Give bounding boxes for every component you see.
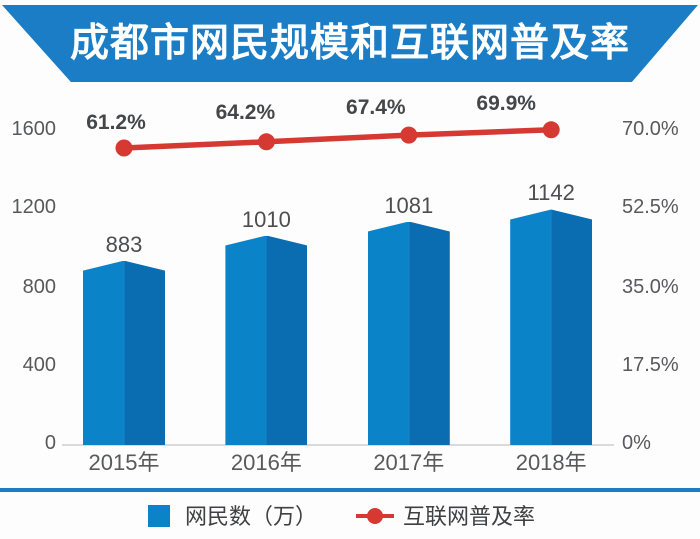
- y-axis-tick-left: 1600: [11, 118, 57, 140]
- page-title: 成都市网民规模和互联网普及率: [69, 22, 630, 65]
- bar-value-label: 1081: [384, 192, 434, 218]
- bar-netizen-count: [83, 260, 165, 445]
- penetration-rate-line: [123, 127, 552, 151]
- line-value-label: 64.2%: [215, 101, 276, 124]
- title-banner: 成都市网民规模和互联网普及率: [2, 5, 698, 82]
- bar-value-label: 1010: [241, 206, 291, 232]
- y-axis-tick-left: 400: [22, 354, 56, 376]
- line-data-point: [257, 133, 275, 151]
- x-axis-label: 2015年: [88, 450, 160, 475]
- x-axis-label: 2016年: [230, 450, 302, 475]
- x-axis-label: 2017年: [373, 450, 445, 475]
- x-axis-label: 2018年: [515, 450, 587, 475]
- y-axis-tick-right: 70.0%: [622, 118, 679, 140]
- y-axis-tick-left: 1200: [11, 196, 57, 218]
- line-value-label: 67.4%: [346, 96, 406, 119]
- y-axis-tick-right: 52.5%: [622, 196, 679, 218]
- footer-divider: [0, 488, 700, 492]
- line-value-label: 69.9%: [476, 92, 536, 115]
- y-axis-tick-left: 800: [22, 276, 56, 298]
- y-axis-tick-right: 17.5%: [622, 354, 679, 376]
- bar-netizen-count: [510, 209, 593, 445]
- line-data-point: [400, 126, 418, 144]
- line-legend-glyph: [356, 508, 394, 524]
- bar-legend-label: 网民数（万）: [185, 504, 318, 529]
- bar-value-label: 1142: [527, 180, 575, 206]
- line-legend-label: 互联网普及率: [403, 504, 536, 529]
- line-data-point: [542, 121, 560, 139]
- x-axis-baseline: [62, 444, 614, 446]
- bar-value-label: 883: [105, 231, 143, 257]
- line-data-point: [115, 139, 133, 157]
- bar-legend-swatch: [148, 505, 170, 527]
- line-value-label: 61.2%: [86, 111, 146, 134]
- y-axis-tick-right: 0%: [622, 432, 651, 454]
- y-axis-tick-left: 0: [44, 432, 56, 454]
- bar-netizen-count: [225, 235, 308, 445]
- y-axis-tick-right: 35.0%: [622, 276, 679, 298]
- bar-netizen-count: [367, 221, 450, 445]
